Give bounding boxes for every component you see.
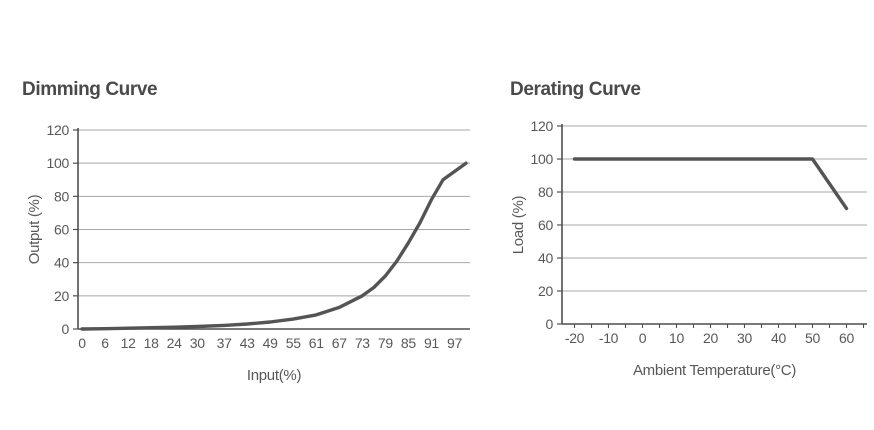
x-axis-title: Input(%) xyxy=(247,367,302,384)
x-tick-label: -20 xyxy=(565,330,585,346)
y-tick-label: 60 xyxy=(538,217,553,233)
y-axis-title: Output (%) xyxy=(26,194,43,264)
x-tick-label: 24 xyxy=(167,335,182,351)
x-tick-label: 0 xyxy=(78,335,86,351)
x-tick-label: 61 xyxy=(309,335,324,351)
y-tick-label: 60 xyxy=(54,222,69,238)
y-tick-label: 80 xyxy=(54,188,69,204)
y-tick-label: 20 xyxy=(54,288,69,304)
derating-curve-chart: 0 20 40 60 80 100 120 -20 -10 0 10 20 30 40 50 60 Ambien… xyxy=(510,118,867,379)
y-tick-label: 120 xyxy=(47,122,70,138)
x-tick-label: 10 xyxy=(669,330,684,346)
y-tick-label: 120 xyxy=(531,118,554,134)
x-tick-label: 20 xyxy=(703,330,718,346)
y-tick-label: 20 xyxy=(538,283,553,299)
x-tick-label: 55 xyxy=(286,335,301,351)
x-tick-label: 79 xyxy=(378,335,393,351)
x-tick-label: 30 xyxy=(737,330,752,346)
x-tick-label: 73 xyxy=(355,335,370,351)
x-tick-label: 49 xyxy=(263,335,278,351)
y-tick-label: 80 xyxy=(538,184,553,200)
y-tick-label: 0 xyxy=(62,321,70,337)
output-curve-line xyxy=(80,161,468,331)
x-tick-label: 67 xyxy=(332,335,347,351)
derating-chart-title: Derating Curve xyxy=(510,78,641,100)
x-tick-label: 18 xyxy=(144,335,159,351)
x-tick-label: 50 xyxy=(805,330,820,346)
y-axis-title: Load (%) xyxy=(510,195,527,254)
load-curve-line xyxy=(572,157,849,211)
x-tick-label: 85 xyxy=(401,335,416,351)
dimming-chart-title: Dimming Curve xyxy=(22,78,158,100)
x-tick-label: 43 xyxy=(240,335,255,351)
x-tick-label: 6 xyxy=(101,335,109,351)
x-axis-title: Ambient Temperature(°C) xyxy=(633,362,796,379)
y-tick-label: 40 xyxy=(538,250,553,266)
x-tick-label: 97 xyxy=(447,335,462,351)
x-tick-label: 91 xyxy=(424,335,439,351)
x-tick-label: 60 xyxy=(839,330,854,346)
y-tick-label: 40 xyxy=(54,255,69,271)
x-tick-label: 30 xyxy=(190,335,205,351)
x-tick-label: 12 xyxy=(121,335,136,351)
x-tick-label: 0 xyxy=(639,330,647,346)
y-tick-label: 100 xyxy=(531,151,554,167)
x-tick-label: 40 xyxy=(771,330,786,346)
x-tick-label: -10 xyxy=(599,330,619,346)
y-tick-label: 0 xyxy=(546,316,554,332)
x-tick-label: 37 xyxy=(217,335,232,351)
y-tick-label: 100 xyxy=(47,155,70,171)
